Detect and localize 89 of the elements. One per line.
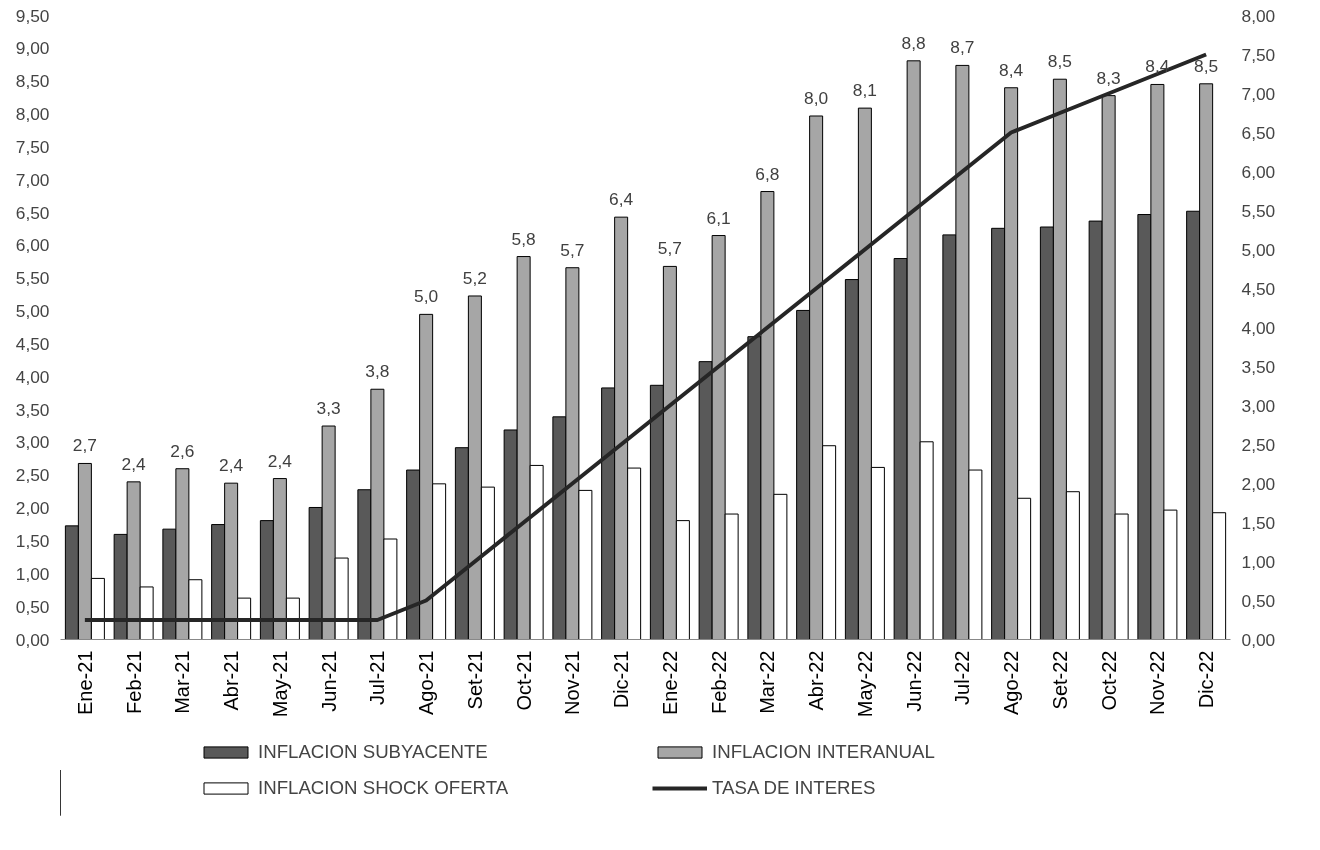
y2-tick-label: 4,00 <box>1241 317 1276 338</box>
data-label: 2,6 <box>170 440 195 461</box>
y-tick-label: 4,50 <box>15 333 50 354</box>
y2-tick-label: 3,50 <box>1241 356 1276 377</box>
y2-tick-label: 1,50 <box>1241 512 1276 533</box>
x-tick-label: Dic-22 <box>1195 650 1218 709</box>
x-tick-label: Oct-22 <box>1097 650 1120 711</box>
data-label: 5,8 <box>511 228 536 249</box>
x-tick-label: Feb-21 <box>122 650 145 714</box>
y-tick-label: 2,50 <box>15 465 50 486</box>
x-tick-label: Ene-21 <box>73 650 96 715</box>
y-tick-label: 1,00 <box>15 563 50 584</box>
x-tick-label: Mar-22 <box>756 650 779 714</box>
data-label: 8,4 <box>999 59 1024 80</box>
y2-tick-label: 2,50 <box>1241 434 1276 455</box>
x-tick-label: Nov-22 <box>1146 650 1169 715</box>
data-label: 8,0 <box>804 88 829 108</box>
y2-tick-label: 7,00 <box>1241 83 1276 104</box>
data-label: 8,4 <box>1145 56 1170 77</box>
data-label: 2,4 <box>219 455 244 476</box>
x-tick-label: May-21 <box>268 650 291 718</box>
x-tick-label: Jun-21 <box>317 650 340 712</box>
data-label: 8,8 <box>901 32 926 53</box>
y-tick-label: 6,50 <box>15 202 50 223</box>
data-label: 8,1 <box>852 80 877 101</box>
y-tick-label: 0,00 <box>15 629 50 650</box>
x-tick-label: Abr-21 <box>220 650 243 711</box>
x-tick-label: Dic-21 <box>610 650 633 709</box>
x-tick-label: Ago-22 <box>1000 650 1023 715</box>
y-tick-label: 5,50 <box>15 268 50 289</box>
data-label: 6,1 <box>706 207 731 228</box>
x-tick-label: Nov-21 <box>561 650 584 715</box>
x-tick-label: Mar-21 <box>171 650 194 714</box>
y-tick-label: 1,50 <box>15 530 50 551</box>
data-label: 5,7 <box>560 239 585 260</box>
legend-label: INFLACION INTERANUAL <box>712 741 936 763</box>
y-tick-label: 3,50 <box>15 399 50 420</box>
data-label: 5,7 <box>657 238 682 259</box>
data-label: 8,5 <box>1047 51 1072 72</box>
data-label: 8,7 <box>950 37 975 58</box>
x-tick-label: Ago-21 <box>415 650 438 715</box>
y-tick-label: 9,50 <box>15 5 50 26</box>
data-label: 3,3 <box>316 398 341 419</box>
legend-label: INFLACION SHOCK OFERTA <box>258 777 510 799</box>
y-tick-label: 7,50 <box>15 136 50 157</box>
data-label: 2,4 <box>121 453 147 474</box>
y-tick-label: 4,00 <box>15 366 50 387</box>
y2-tick-label: 3,00 <box>1241 395 1276 416</box>
y-tick-label: 8,50 <box>15 71 50 92</box>
x-tick-label: May-22 <box>853 650 876 718</box>
y2-tick-label: 6,50 <box>1241 122 1276 143</box>
y-tick-label: 3,00 <box>15 432 50 453</box>
data-label: 8,3 <box>1096 67 1121 88</box>
y2-tick-label: 2,00 <box>1241 473 1276 494</box>
y2-tick-label: 6,00 <box>1241 161 1276 182</box>
y-tick-label: 2,00 <box>15 498 50 519</box>
data-label: 3,8 <box>365 361 390 382</box>
x-tick-label: Set-22 <box>1048 650 1071 710</box>
x-tick-label: Abr-22 <box>805 650 828 711</box>
data-label: 2,4 <box>267 450 293 471</box>
data-label: 5,0 <box>414 286 439 307</box>
y2-tick-label: 5,00 <box>1241 239 1276 260</box>
legend-label: TASA DE INTERES <box>712 777 877 799</box>
y-tick-label: 7,00 <box>15 169 50 190</box>
y2-tick-label: 5,50 <box>1241 200 1276 221</box>
data-label: 8,5 <box>1194 55 1219 76</box>
x-tick-label: Jun-22 <box>902 650 925 712</box>
y-tick-label: 9,00 <box>15 38 50 59</box>
data-label: 6,4 <box>609 189 634 210</box>
y2-tick-label: 4,50 <box>1241 278 1276 299</box>
y2-tick-label: 8,00 <box>1241 5 1276 26</box>
x-tick-label: Jul-22 <box>951 650 974 705</box>
y2-tick-label: 7,50 <box>1241 44 1276 65</box>
y-tick-label: 0,50 <box>15 596 50 617</box>
x-tick-label: Jul-21 <box>366 650 389 705</box>
legend-label: INFLACION SUBYACENTE <box>258 741 489 763</box>
y-tick-label: 8,00 <box>15 104 50 125</box>
y2-tick-label: 0,50 <box>1241 590 1276 611</box>
x-tick-label: Oct-21 <box>512 650 535 711</box>
y2-tick-label: 0,00 <box>1241 629 1276 650</box>
data-label: 2,7 <box>72 435 97 456</box>
y-tick-label: 6,00 <box>15 235 50 256</box>
y2-tick-label: 1,00 <box>1241 551 1276 572</box>
x-tick-label: Ene-22 <box>658 650 681 715</box>
x-tick-label: Feb-22 <box>707 650 730 714</box>
data-label: 5,2 <box>462 267 487 288</box>
y-tick-label: 5,00 <box>15 301 50 322</box>
x-tick-label: Set-21 <box>463 650 486 710</box>
data-label: 6,8 <box>755 163 780 184</box>
